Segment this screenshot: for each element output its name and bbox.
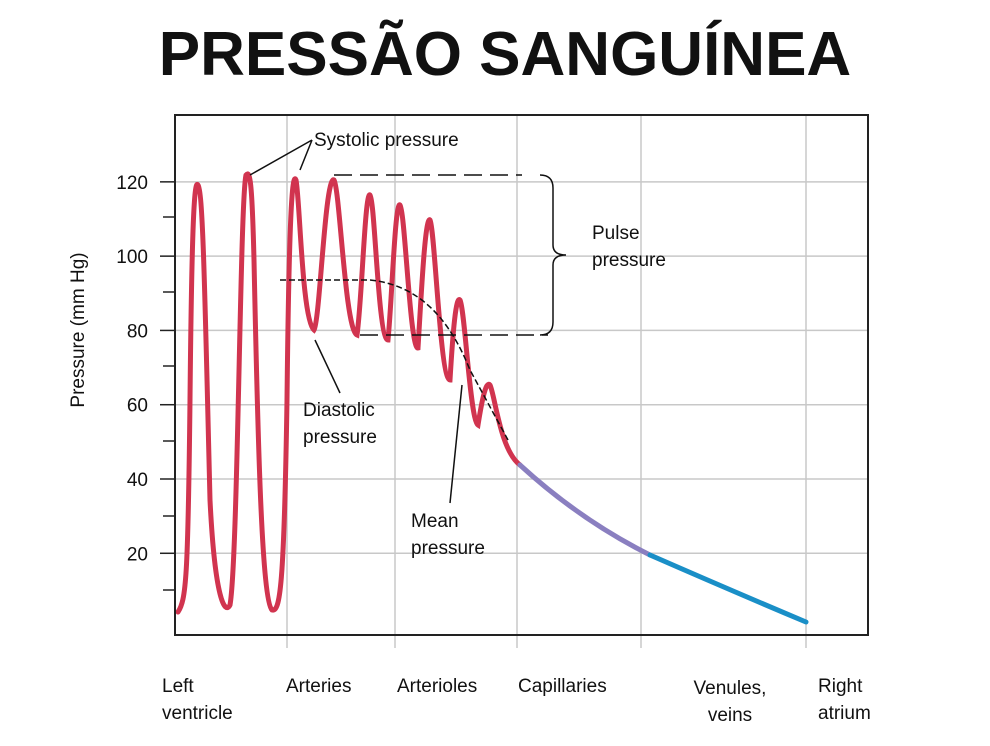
curve-veins [647,552,809,625]
x-category-label: Venules, [694,678,767,699]
annotation-lines [249,139,567,504]
annotation: pressure [592,250,666,271]
annotation: Mean [411,511,459,532]
annotation: Diastolic [303,400,375,421]
diastolic-pointer [314,339,341,394]
annotation: pressure [303,427,377,448]
y-tick-label: 120 [116,173,148,194]
y-tick-label: 40 [127,470,148,491]
systolic-pointer [249,139,313,176]
x-category-label: Arteries [286,676,351,697]
mean-pointer [449,384,463,504]
x-category-label: Right [818,676,863,697]
annotation: pressure [411,538,485,559]
y-tick-label: 60 [127,396,148,417]
annotation: Pulse [592,223,640,244]
y-tick-label: 100 [116,247,148,268]
x-category-label: ventricle [162,703,233,724]
x-category-label: Arterioles [397,676,477,697]
chart-title: PRESSÃO SANGUÍNEA [159,20,851,89]
x-category-label: veins [708,705,752,726]
y-axis-label: Pressure (mm Hg) [68,252,89,407]
pulse-brace [539,174,567,336]
x-category-label: atrium [818,703,871,724]
plot-frame [174,114,869,636]
curve-arterial [175,171,523,615]
x-category-label: Left [162,676,194,697]
minor-ticks [163,216,175,591]
mean-line [280,279,509,441]
curve-capillaries [517,462,653,558]
y-tick-label: 80 [127,321,148,342]
x-category-label: Capillaries [518,676,607,697]
grid [175,115,868,648]
pressure-curve [175,171,809,625]
y-tick-label: 20 [127,544,148,565]
annotation: Systolic pressure [314,130,459,151]
